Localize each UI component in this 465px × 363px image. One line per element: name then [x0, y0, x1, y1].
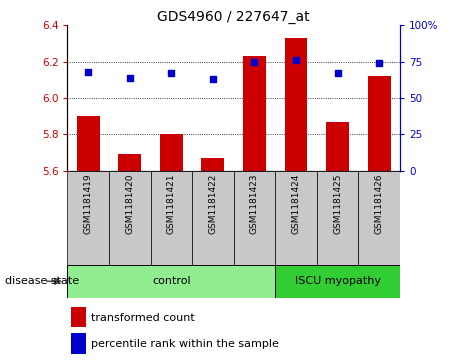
Bar — [275, 171, 317, 265]
Bar — [233, 171, 275, 265]
Text: control: control — [152, 276, 191, 286]
Text: GSM1181419: GSM1181419 — [84, 174, 93, 234]
Bar — [71, 333, 86, 354]
Text: GSM1181424: GSM1181424 — [292, 174, 300, 234]
Bar — [317, 171, 359, 265]
Point — [292, 57, 300, 63]
Bar — [201, 158, 224, 171]
Text: GSM1181420: GSM1181420 — [125, 174, 134, 234]
Point — [251, 59, 258, 65]
Point — [209, 76, 217, 82]
Bar — [285, 38, 307, 171]
Bar — [118, 154, 141, 171]
Point — [334, 70, 341, 76]
Bar — [368, 76, 391, 171]
Bar — [151, 171, 192, 265]
Text: transformed count: transformed count — [91, 313, 194, 323]
Text: GSM1181426: GSM1181426 — [375, 174, 384, 234]
Bar — [192, 171, 233, 265]
Bar — [67, 265, 275, 298]
Bar — [77, 116, 100, 171]
Text: disease state: disease state — [5, 276, 79, 286]
Bar — [160, 134, 183, 171]
Bar — [275, 265, 400, 298]
Bar — [326, 122, 349, 171]
Point — [85, 69, 92, 75]
Text: percentile rank within the sample: percentile rank within the sample — [91, 339, 279, 349]
Title: GDS4960 / 227647_at: GDS4960 / 227647_at — [157, 11, 310, 24]
Bar — [109, 171, 151, 265]
Point — [375, 60, 383, 66]
Text: ISCU myopathy: ISCU myopathy — [294, 276, 380, 286]
Bar — [67, 171, 109, 265]
Text: GSM1181425: GSM1181425 — [333, 174, 342, 234]
Text: GSM1181422: GSM1181422 — [208, 174, 217, 234]
Text: GSM1181423: GSM1181423 — [250, 174, 259, 234]
Bar — [71, 307, 86, 327]
Point — [167, 70, 175, 76]
Text: GSM1181421: GSM1181421 — [167, 174, 176, 234]
Bar — [359, 171, 400, 265]
Bar — [243, 56, 266, 171]
Point — [126, 75, 133, 81]
